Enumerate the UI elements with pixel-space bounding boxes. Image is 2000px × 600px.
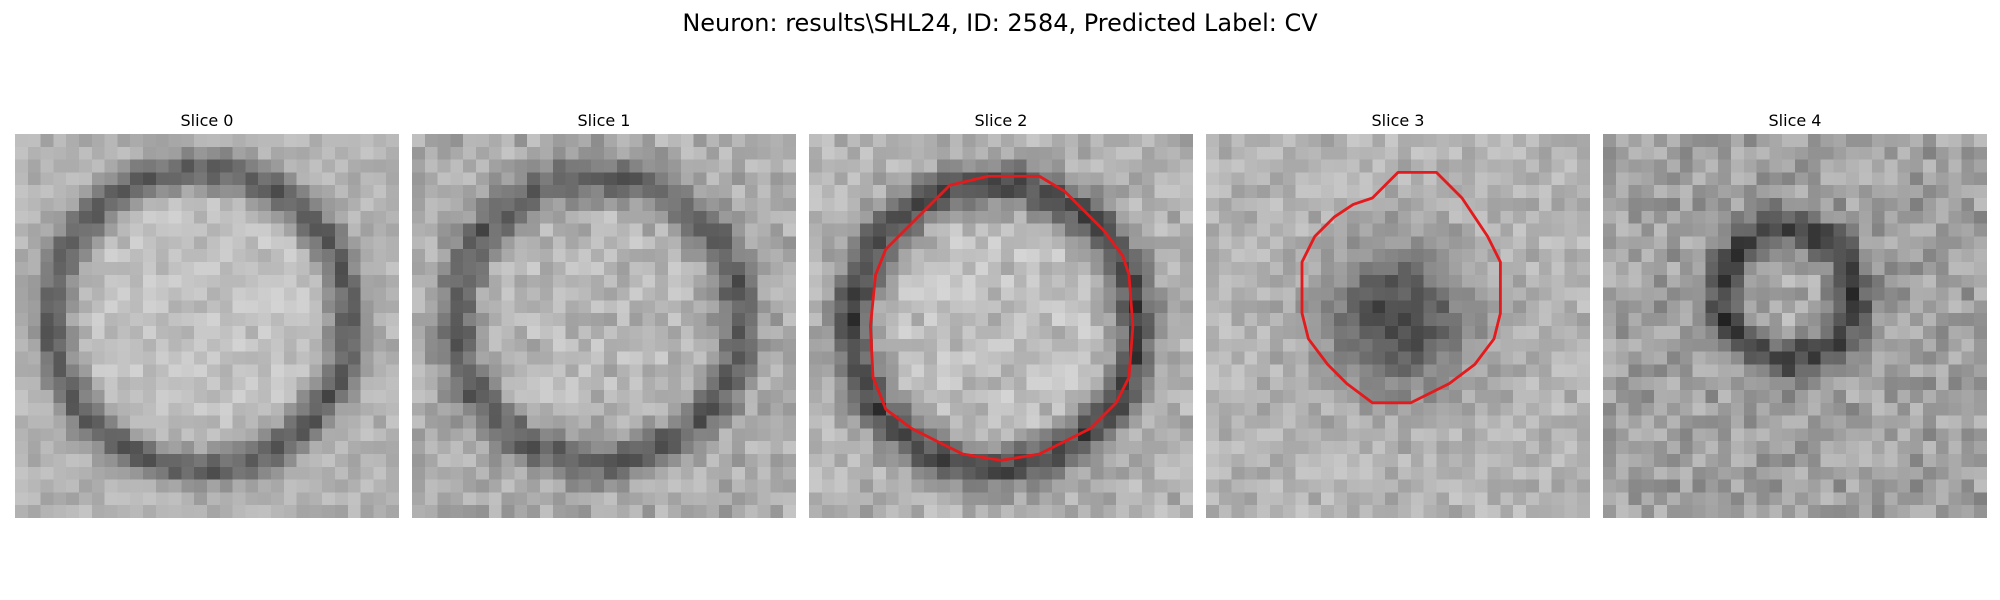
slice-title: Slice 0: [180, 111, 234, 130]
slice-image-2: [809, 134, 1193, 518]
slice-panel-3: Slice 3: [1206, 110, 1590, 518]
slice-image-1: [412, 134, 796, 518]
slice-title: Slice 2: [974, 111, 1028, 130]
segmentation-contour: [1300, 170, 1502, 405]
slice-panel-1: Slice 1: [412, 110, 796, 518]
slice-title: Slice 3: [1371, 111, 1425, 130]
slice-title: Slice 1: [577, 111, 631, 130]
segmentation-contour: [869, 174, 1135, 462]
slice-title: Slice 4: [1768, 111, 1822, 130]
figure-title: Neuron: results\SHL24, ID: 2584, Predict…: [682, 9, 1318, 37]
slice-panel-2: Slice 2: [809, 110, 1193, 518]
slice-image-4: [1603, 134, 1987, 518]
slice-panel-0: Slice 0: [15, 110, 399, 518]
slice-image-3: [1206, 134, 1590, 518]
slice-panel-4: Slice 4: [1603, 110, 1987, 518]
slice-image-0: [15, 134, 399, 518]
